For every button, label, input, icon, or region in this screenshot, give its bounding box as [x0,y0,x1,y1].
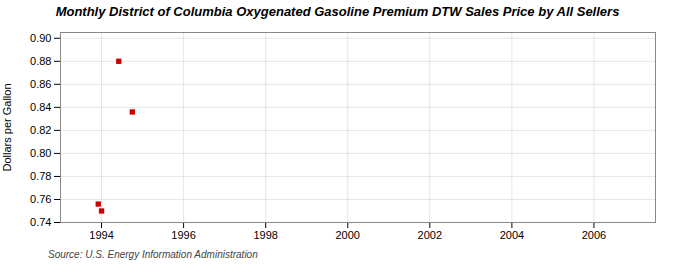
svg-text:2000: 2000 [335,229,359,241]
svg-text:0.86: 0.86 [30,78,51,90]
svg-text:1998: 1998 [253,229,277,241]
svg-text:0.80: 0.80 [30,147,51,159]
svg-text:2004: 2004 [500,229,524,241]
svg-text:0.78: 0.78 [30,170,51,182]
svg-text:0.82: 0.82 [30,124,51,136]
svg-text:2006: 2006 [582,229,606,241]
svg-text:0.76: 0.76 [30,193,51,205]
svg-text:0.88: 0.88 [30,55,51,67]
svg-text:0.90: 0.90 [30,32,51,44]
svg-text:0.84: 0.84 [30,101,51,113]
html-text:Source: U.S. Energy Informatio: Source: U.S. Energy Information Administ… [48,249,258,260]
html-text:Monthly District of Columbia O: Monthly District of Columbia Oxygenated … [55,4,620,19]
svg-text:Dollars per Gallon: Dollars per Gallon [1,83,13,171]
svg-text:1996: 1996 [171,229,195,241]
svg-text:1994: 1994 [89,229,113,241]
svg-text:0.74: 0.74 [30,216,51,228]
svg-text:2002: 2002 [418,229,442,241]
